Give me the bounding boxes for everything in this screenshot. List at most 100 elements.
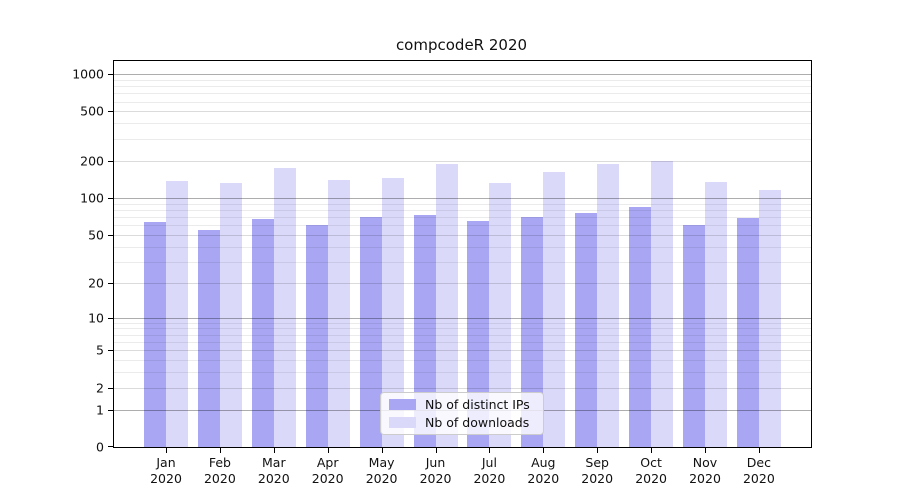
x-tick-year-aug: 2020 xyxy=(527,471,560,486)
x-tick-year-may: 2020 xyxy=(365,471,398,486)
y-tick-50 xyxy=(108,234,113,236)
x-tick-month-apr: Apr xyxy=(316,455,339,470)
y-tick-label-2: 2 xyxy=(96,380,104,396)
y-tick-label-1000: 1000 xyxy=(72,66,104,82)
legend-item-distinct-ips: Nb of distinct IPs xyxy=(389,397,535,412)
x-tick-year-apr: 2020 xyxy=(311,471,344,486)
x-tick-year-jun: 2020 xyxy=(419,471,452,486)
y-tick-label-100: 100 xyxy=(80,190,104,206)
y-tick-label-10: 10 xyxy=(88,310,104,325)
x-tick-aug xyxy=(543,448,545,453)
x-tick-month-jul: Jul xyxy=(481,455,497,470)
x-tick-sep xyxy=(597,448,599,453)
y-tick-20 xyxy=(108,282,113,284)
x-tick-year-mar: 2020 xyxy=(257,471,290,486)
bar-jun-downloads xyxy=(435,164,458,447)
bar-nov-downloads xyxy=(705,181,727,447)
x-tick-label-feb: Feb 2020 xyxy=(204,455,236,487)
bar-sep-downloads xyxy=(597,163,620,447)
x-tick-label-mar: Mar 2020 xyxy=(258,455,290,487)
x-tick-jul xyxy=(489,448,491,453)
y-tick-label-5: 5 xyxy=(96,342,104,358)
x-tick-jun xyxy=(435,448,437,453)
gridline-200 xyxy=(114,160,811,162)
y-tick-label-1: 1 xyxy=(96,402,104,418)
x-tick-label-apr: Apr 2020 xyxy=(312,455,344,487)
x-tick-month-jun: Jun xyxy=(425,455,446,470)
x-tick-oct xyxy=(651,448,653,453)
x-tick-label-jun: Jun 2020 xyxy=(420,455,452,487)
x-tick-month-aug: Aug xyxy=(531,455,556,470)
x-tick-month-dec: Dec xyxy=(746,455,771,470)
bar-jun-distinct-ips xyxy=(413,215,436,447)
y-tick-100 xyxy=(108,197,113,199)
bar-feb-distinct-ips xyxy=(197,229,220,447)
legend-label-downloads: Nb of downloads xyxy=(425,414,530,430)
y-tick-200 xyxy=(108,160,113,162)
x-tick-label-aug: Aug 2020 xyxy=(527,455,559,487)
x-tick-month-nov: Nov xyxy=(692,455,718,470)
x-tick-label-dec: Dec 2020 xyxy=(743,455,775,487)
x-tick-label-may: May 2020 xyxy=(366,455,398,487)
x-tick-label-nov: Nov 2020 xyxy=(689,455,721,487)
x-tick-year-dec: 2020 xyxy=(742,471,775,486)
bar-aug-distinct-ips xyxy=(521,216,544,447)
x-tick-label-sep: Sep 2020 xyxy=(581,455,613,487)
bar-oct-downloads xyxy=(651,161,674,447)
gridline-minor-400 xyxy=(114,123,811,125)
legend-swatch-downloads xyxy=(389,416,416,428)
x-tick-may xyxy=(381,448,383,453)
x-tick-apr xyxy=(327,448,329,453)
legend-label-distinct-ips: Nb of distinct IPs xyxy=(425,397,530,413)
gridline-minor-900 xyxy=(114,79,811,81)
y-tick-label-0: 0 xyxy=(96,439,104,455)
x-tick-feb xyxy=(219,448,221,453)
x-tick-year-oct: 2020 xyxy=(635,471,667,486)
bar-jul-downloads xyxy=(489,182,512,447)
bar-jan-distinct-ips xyxy=(144,221,166,447)
legend: Nb of distinct IPs Nb of downloads xyxy=(380,392,544,435)
x-tick-mar xyxy=(273,448,275,453)
bar-jul-distinct-ips xyxy=(467,220,490,447)
bar-may-distinct-ips xyxy=(359,216,382,447)
gridline-minor-300 xyxy=(114,138,811,140)
y-tick-0 xyxy=(108,446,113,447)
x-tick-year-nov: 2020 xyxy=(689,471,721,486)
bar-sep-distinct-ips xyxy=(575,212,598,447)
x-tick-label-jan: Jan 2020 xyxy=(150,455,182,487)
x-tick-month-mar: Mar xyxy=(262,455,286,470)
x-tick-month-feb: Feb xyxy=(208,455,231,470)
y-tick-500 xyxy=(108,111,113,113)
x-tick-month-oct: Oct xyxy=(640,455,662,470)
bar-mar-distinct-ips xyxy=(251,219,274,447)
x-tick-nov xyxy=(705,448,706,453)
x-tick-month-sep: Sep xyxy=(585,455,609,470)
bar-dec-distinct-ips xyxy=(736,218,759,447)
gridline-500 xyxy=(114,111,811,113)
y-tick-label-500: 500 xyxy=(80,103,104,119)
x-tick-dec xyxy=(758,448,760,453)
x-tick-label-oct: Oct 2020 xyxy=(635,455,667,487)
x-tick-year-feb: 2020 xyxy=(203,471,236,486)
bar-oct-distinct-ips xyxy=(629,207,652,447)
legend-item-downloads: Nb of downloads xyxy=(389,415,535,430)
bar-feb-downloads xyxy=(219,183,242,447)
gridline-minor-700 xyxy=(114,93,811,95)
bar-apr-distinct-ips xyxy=(305,225,328,447)
bar-nov-distinct-ips xyxy=(683,225,705,447)
bar-jan-downloads xyxy=(166,181,188,447)
bar-may-downloads xyxy=(381,177,404,447)
y-tick-2 xyxy=(108,387,113,389)
bar-dec-downloads xyxy=(758,190,781,447)
y-tick-1000 xyxy=(108,74,113,75)
plot-area: 0 1 2 5 10 20 50 100 200 500 1000 Jan 2020 Feb 2020 Mar… xyxy=(72,60,812,486)
y-tick-5 xyxy=(108,350,113,352)
x-tick-month-may: May xyxy=(368,455,395,470)
x-tick-year-jul: 2020 xyxy=(473,471,506,486)
bar-apr-downloads xyxy=(327,180,350,447)
gridline-1000 xyxy=(114,74,811,75)
bar-aug-downloads xyxy=(543,171,566,447)
y-tick-label-20: 20 xyxy=(88,275,104,291)
chart-title: compcodeR 2020 xyxy=(395,36,528,54)
